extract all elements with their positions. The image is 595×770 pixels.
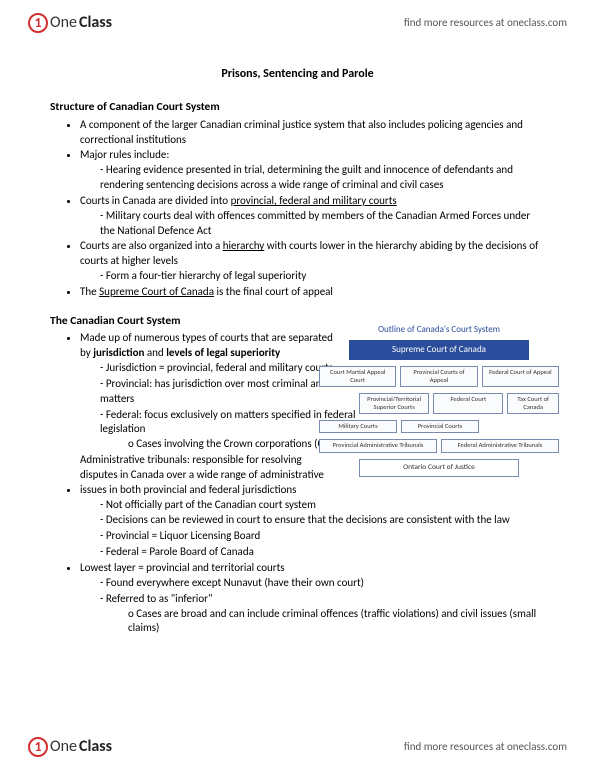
text: and <box>144 346 166 359</box>
text: is the final court of appeal <box>214 285 333 298</box>
list-item: Made up of numerous types of courts that… <box>80 331 340 452</box>
text: Federal: focus exclusively on matters sp… <box>100 408 355 436</box>
brand-class: Class <box>79 12 112 34</box>
text: Jurisdiction = provincial, federal and m… <box>106 361 333 374</box>
text: Lowest layer = provincial and territoria… <box>80 561 285 574</box>
text: Form a four-tier hierarchy of legal supe… <box>106 269 307 282</box>
text: Not officially part of the Canadian cour… <box>106 498 316 511</box>
text: Decisions can be reviewed in court to en… <box>106 513 510 526</box>
text: Administrative tribunals: responsible fo… <box>80 453 335 498</box>
list-item: Military courts deal with offences commi… <box>100 209 545 239</box>
text: The <box>80 285 99 298</box>
list-item: Courts are also organized into a hierarc… <box>80 239 545 284</box>
text: provincial, federal and military courts <box>231 194 397 207</box>
text: Provincial: has jurisdiction over most c… <box>100 377 347 405</box>
brand-logo-footer[interactable]: 1 OneClass <box>28 736 112 758</box>
text: Provincial = Liquor Licensing Board <box>106 529 260 542</box>
page-title: Prisons, Sentencing and Parole <box>50 66 545 82</box>
logo-icon: 1 <box>28 737 48 757</box>
text: levels of legal superiority <box>166 346 280 359</box>
text: Hearing evidence presented in trial, det… <box>100 163 513 191</box>
diagram-node: Military Courts <box>319 420 397 433</box>
text: Courts in Canada are divided into <box>80 194 231 207</box>
brand-logo[interactable]: 1 OneClass <box>28 12 112 34</box>
text: Supreme Court of Canada <box>99 285 214 298</box>
diagram-node: Tax Court of Canada <box>507 393 559 414</box>
text: jurisdiction <box>93 346 144 359</box>
list-item: Hearing evidence presented in trial, det… <box>100 163 545 193</box>
diagram-title: Outline of Canada's Court System <box>319 324 559 336</box>
resources-link-bottom[interactable]: find more resources at oneclass.com <box>404 740 567 755</box>
section1-list: A component of the larger Canadian crimi… <box>50 118 545 300</box>
court-system-diagram: Outline of Canada's Court System Supreme… <box>319 324 559 477</box>
text: Military courts deal with offences commi… <box>100 209 530 237</box>
text: Federal = Parole Board of Canada <box>106 545 254 558</box>
text: Cases are broad and can include criminal… <box>128 607 536 635</box>
diagram-node: Federal Court <box>433 393 503 414</box>
brand-one: One <box>50 12 77 34</box>
text: Courts are also organized into a <box>80 239 223 252</box>
diagram-node: Provincial Courts <box>401 420 479 433</box>
text: hierarchy <box>223 239 265 252</box>
list-item: Not officially part of the Canadian cour… <box>100 498 545 513</box>
list-item: A component of the larger Canadian crimi… <box>80 118 545 148</box>
text: Referred to as "inferior" <box>106 592 213 605</box>
list-item: Lowest layer = provincial and territoria… <box>80 561 545 636</box>
text: Found everywhere except Nunavut (have th… <box>106 576 364 589</box>
diagram-node: Federal Administrative Tribunals <box>441 439 559 452</box>
section1-head: Structure of Canadian Court System <box>50 100 545 116</box>
diagram-node-bottom: Ontario Court of Justice <box>359 459 519 477</box>
footer: 1 OneClass find more resources at onecla… <box>0 730 595 770</box>
list-item: Federal = Parole Board of Canada <box>100 545 545 560</box>
brand-one: One <box>50 736 77 758</box>
list-item: Major rules include: Hearing evidence pr… <box>80 148 545 193</box>
document-body: Prisons, Sentencing and Parole Structure… <box>0 40 595 636</box>
text: Major rules include: <box>80 148 169 161</box>
brand-class: Class <box>79 736 112 758</box>
diagram-node-supreme: Supreme Court of Canada <box>349 340 529 360</box>
list-item: Found everywhere except Nunavut (have th… <box>100 576 545 591</box>
list-item: Cases are broad and can include criminal… <box>128 607 545 637</box>
diagram-node: Court Martial Appeal Court <box>319 366 396 387</box>
diagram-node: Federal Court of Appeal <box>482 366 559 387</box>
diagram-node: Provincial/Territorial Superior Courts <box>359 393 429 414</box>
list-item: Courts in Canada are divided into provin… <box>80 194 545 239</box>
diagram-node: Provincial Courts of Appeal <box>400 366 477 387</box>
text: A component of the larger Canadian crimi… <box>80 118 523 146</box>
logo-icon: 1 <box>28 13 48 33</box>
list-item: The Supreme Court of Canada is the final… <box>80 285 545 300</box>
list-item: Decisions can be reviewed in court to en… <box>100 513 545 528</box>
resources-link-top[interactable]: find more resources at oneclass.com <box>404 16 567 31</box>
header: 1 OneClass find more resources at onecla… <box>0 0 595 40</box>
list-item: Form a four-tier hierarchy of legal supe… <box>100 269 545 284</box>
list-item: Referred to as "inferior" Cases are broa… <box>100 592 545 637</box>
list-item: Provincial = Liquor Licensing Board <box>100 529 545 544</box>
diagram-node: Provincial Administrative Tribunals <box>319 439 437 452</box>
